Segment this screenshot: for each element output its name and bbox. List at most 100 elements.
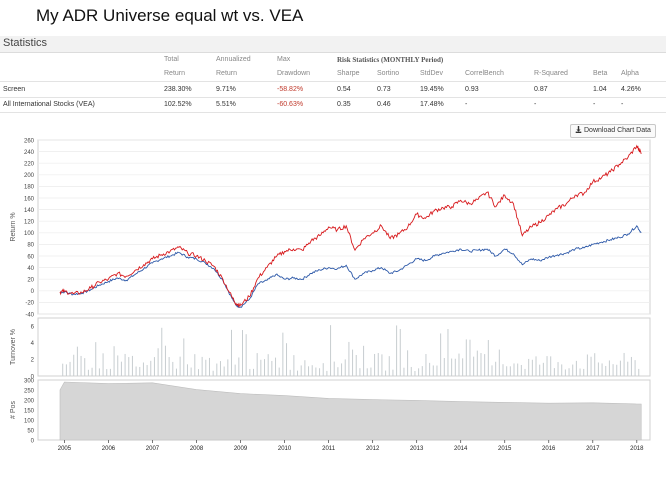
y-tick-label: 250	[24, 388, 35, 394]
header-alpha: Alpha	[621, 70, 639, 77]
stddev-value: 17.48%	[420, 101, 444, 108]
header-r-squared: R-Squared	[534, 70, 568, 77]
turnover-bar	[73, 354, 75, 376]
turnover-bar	[179, 356, 181, 376]
turnover-bar	[76, 346, 78, 376]
x-tick-label: 2016	[542, 446, 556, 452]
turnover-bar	[135, 366, 137, 376]
table-row: Screen 238.30% 9.71% -58.82% 0.54 0.73 1…	[0, 86, 666, 98]
turnover-bar	[594, 353, 596, 376]
turnover-bar	[414, 371, 416, 376]
turnover-bar	[363, 345, 365, 376]
turnover-bar	[109, 368, 111, 376]
y-tick-label: 40	[27, 266, 34, 272]
turnover-bar	[608, 360, 610, 376]
turnover-bar	[289, 369, 291, 376]
y-tick-label: 60	[27, 254, 34, 260]
header-annualized: Annualized	[216, 56, 251, 63]
turnover-bar	[282, 332, 284, 376]
turnover-bar	[234, 364, 236, 376]
divider	[0, 112, 666, 113]
turnover-bar	[396, 325, 398, 376]
turnover-bar	[502, 364, 504, 376]
turnover-bar	[469, 339, 471, 376]
turnover-bar	[520, 364, 522, 376]
turnover-bar	[256, 353, 258, 376]
download-chart-data-button[interactable]: Download Chart Data	[570, 124, 656, 138]
turnover-bar	[238, 357, 240, 376]
turnover-bar	[564, 369, 566, 376]
turnover-bar	[304, 360, 306, 376]
turnover-bar	[175, 368, 177, 376]
turnover-bar	[480, 353, 482, 376]
turnover-bar	[623, 352, 625, 376]
turnover-bar	[87, 369, 89, 376]
panel-title: Statistics	[3, 37, 48, 49]
turnover-bar	[267, 354, 269, 376]
turnover-bar	[146, 365, 148, 376]
x-tick-label: 2018	[630, 446, 644, 452]
r-squared-value: 0.87	[534, 86, 548, 93]
turnover-bar	[293, 355, 295, 376]
turnover-bar	[451, 358, 453, 376]
correlbench-value: 0.93	[465, 86, 479, 93]
y-tick-label: 260	[24, 138, 35, 144]
turnover-bar	[630, 356, 632, 376]
turnover-bar	[227, 359, 229, 376]
turnover-bar	[337, 367, 339, 376]
turnover-bar	[370, 367, 372, 376]
table-row: All International Stocks (VEA) 102.52% 5…	[0, 101, 666, 113]
turnover-bar	[168, 357, 170, 376]
header-return: Return	[164, 70, 186, 77]
header-row-2: Return Return Drawdown Sharpe Sortino St…	[0, 70, 666, 82]
turnover-bar	[590, 356, 592, 376]
turnover-bar	[498, 349, 500, 376]
header-drawdown: Drawdown	[277, 70, 311, 77]
turnover-bar	[330, 325, 332, 376]
turnover-bar	[326, 370, 328, 376]
turnover-bar	[619, 360, 621, 376]
turnover-bar	[546, 356, 548, 376]
turnover-bar	[458, 353, 460, 376]
turnover-bar	[201, 356, 203, 376]
turnover-bar	[432, 365, 434, 376]
y-tick-label: 150	[24, 408, 35, 414]
turnover-bar	[315, 367, 317, 376]
total-return-value: 102.52%	[164, 101, 192, 108]
chart-pane-frame	[37, 317, 651, 377]
beta-value: 1.04	[593, 86, 607, 93]
total-return-value: 238.30%	[164, 86, 192, 93]
turnover-bar	[230, 329, 232, 376]
turnover-bar	[84, 358, 86, 376]
y-tick-label: 80	[27, 243, 34, 249]
turnover-bar	[447, 329, 449, 376]
turnover-bar	[260, 359, 262, 376]
y-tick-label: 0	[31, 289, 35, 295]
turnover-bar	[487, 340, 489, 376]
turnover-bar	[377, 353, 379, 376]
turnover-bar	[579, 368, 581, 376]
header-annual-return: Return	[216, 70, 238, 77]
turnover-bar	[62, 363, 64, 376]
turnover-bar	[128, 357, 130, 376]
alpha-value: -	[621, 101, 624, 108]
turnover-bar	[275, 357, 277, 376]
turnover-bar	[634, 360, 636, 376]
turnover-bar	[407, 350, 409, 376]
header-stddev: StdDev	[420, 70, 443, 77]
y-tick-label: 6	[31, 325, 35, 331]
y-tick-label: 220	[24, 162, 35, 168]
turnover-bar	[627, 361, 629, 376]
turnover-bar	[557, 362, 559, 376]
turnover-bar	[513, 363, 515, 376]
turnover-bar	[172, 361, 174, 376]
turnover-bar	[568, 368, 570, 376]
panel-header: Statistics	[0, 36, 666, 53]
turnover-bar	[509, 366, 511, 376]
x-tick-label: 2009	[234, 446, 248, 452]
turnover-bar	[429, 362, 431, 376]
statistics-panel: Statistics Risk Statistics (MONTHLY Peri…	[0, 36, 666, 440]
turnover-bar	[553, 368, 555, 376]
turnover-bar	[297, 370, 299, 376]
turnover-bar	[139, 366, 141, 376]
